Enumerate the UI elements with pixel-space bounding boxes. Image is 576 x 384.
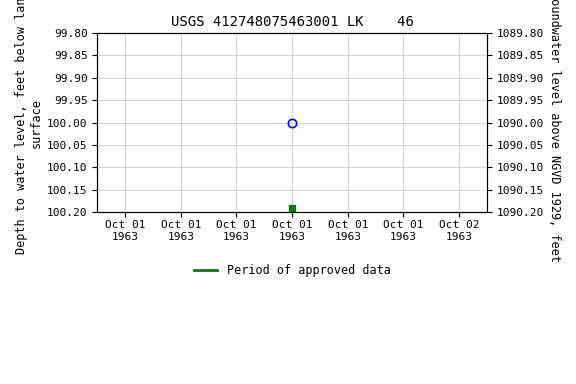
Title: USGS 412748075463001 LK    46: USGS 412748075463001 LK 46 <box>170 15 414 29</box>
Y-axis label: Depth to water level, feet below land
surface: Depth to water level, feet below land su… <box>15 0 43 255</box>
Legend: Period of approved data: Period of approved data <box>189 259 395 282</box>
Y-axis label: Groundwater level above NGVD 1929, feet: Groundwater level above NGVD 1929, feet <box>548 0 561 262</box>
